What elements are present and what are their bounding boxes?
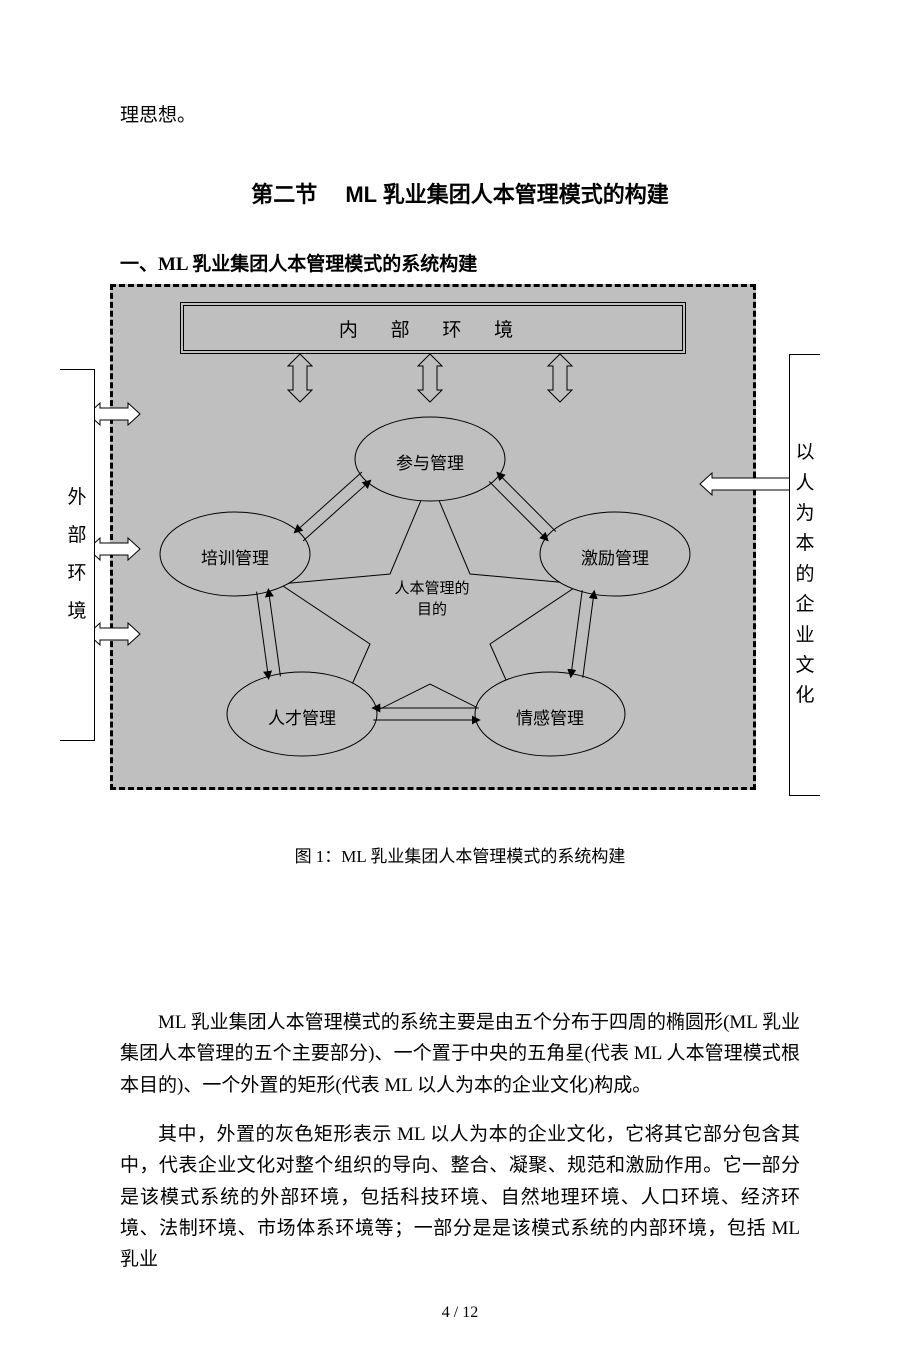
page-number: 4 / 12 xyxy=(120,1304,800,1322)
system-diagram: 内 部 环 境 外部环境 以人为本的企业文化 xyxy=(60,284,820,814)
external-environment-box: 外部环境 xyxy=(60,369,95,741)
node-talent: 人才管理 xyxy=(262,704,342,729)
node-incentive: 激励管理 xyxy=(575,544,655,569)
diagram-svg xyxy=(60,284,820,814)
node-emotion: 情感管理 xyxy=(510,704,590,729)
external-environment-label: 外部环境 xyxy=(67,479,86,631)
inner-environment-box: 内 部 环 境 xyxy=(180,302,686,354)
corporate-culture-label: 以人为本的企业文化 xyxy=(795,438,814,712)
section-title: 第二节 ML 乳业集团人本管理模式的构建 xyxy=(120,177,800,209)
corporate-culture-box: 以人为本的企业文化 xyxy=(789,354,820,796)
subsection-title: 一、ML 乳业集团人本管理模式的系统构建 xyxy=(120,249,800,276)
continuation-text: 理思想。 xyxy=(120,100,800,127)
star-center-label: 人本管理的 目的 xyxy=(382,579,482,621)
node-participate: 参与管理 xyxy=(390,449,470,474)
node-training: 培训管理 xyxy=(195,544,275,569)
paragraph-1: ML 乳业集团人本管理模式的系统主要是由五个分布于四周的椭圆形(ML 乳业集团人… xyxy=(120,1007,800,1101)
paragraph-2: 其中，外置的灰色矩形表示 ML 以人为本的企业文化，它将其它部分包含其中，代表企… xyxy=(120,1119,800,1276)
figure-caption: 图 1：ML 乳业集团人本管理模式的系统构建 xyxy=(120,842,800,867)
